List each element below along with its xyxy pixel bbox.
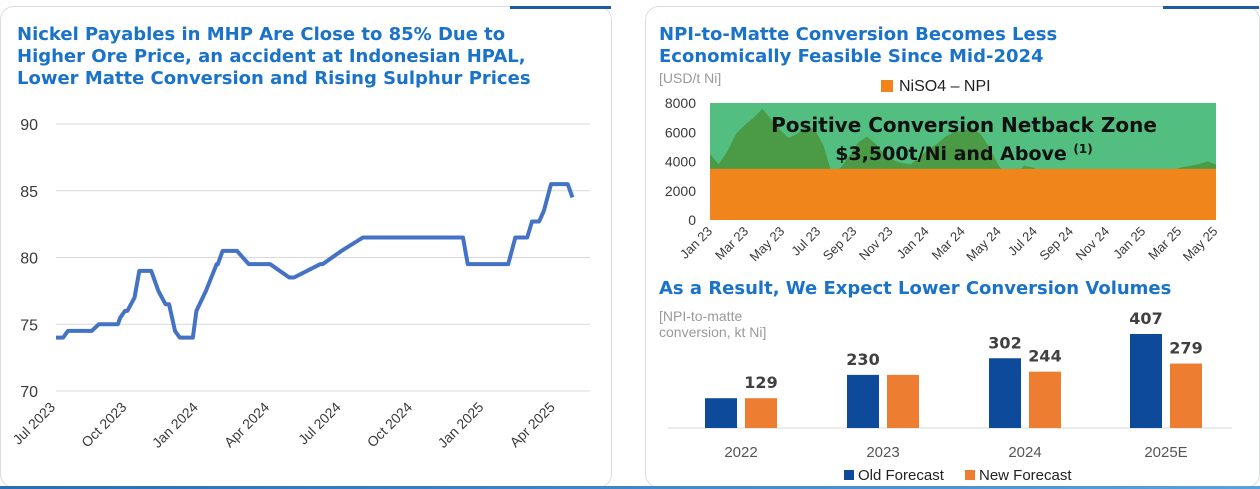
y-tick-label: 75 — [20, 317, 38, 334]
bar-old-forecast — [847, 374, 879, 428]
bar-old-forecast — [705, 398, 737, 428]
right-bottom-title-line: As a Result, We Expect Lower Conversion … — [659, 278, 1172, 299]
npi-base-area — [710, 168, 1216, 220]
footnote-marker: (1) — [1073, 142, 1092, 156]
bar-value-label: 129 — [744, 373, 777, 392]
right-bottom-unit-label: [NPI-to-matte conversion, kt Ni] — [659, 308, 766, 340]
y-tick-label: 2000 — [665, 183, 696, 199]
netback-zone-threshold: $3,500t/Ni and Above (1) — [835, 142, 1093, 165]
nickel-payables-series-line — [56, 182, 575, 340]
y-tick-label: 85 — [20, 184, 38, 201]
unit-label-line: [NPI-to-matte — [659, 308, 743, 324]
bar-new-forecast — [1170, 363, 1202, 428]
y-tick-label: 80 — [20, 251, 38, 268]
bottom-rule — [0, 486, 1260, 489]
y-tick-label: 8000 — [665, 95, 696, 111]
left-accent-bar — [510, 6, 611, 9]
bar-new-forecast — [887, 374, 919, 428]
x-category-label: 2023 — [866, 444, 899, 461]
legend-swatch — [844, 470, 854, 480]
legend-label: New Forecast — [979, 467, 1072, 484]
legend-swatch — [965, 470, 975, 480]
bar-value-label: 302 — [988, 333, 1021, 352]
legend-label: NiSO4 – NPI — [899, 78, 991, 95]
right-accent-bar — [1163, 6, 1259, 9]
y-tick-label: 0 — [688, 212, 696, 228]
left-chart-title: Nickel Payables in MHP Are Close to 85% … — [17, 24, 531, 90]
left-title-line: Higher Ore Price, an accident at Indones… — [17, 46, 526, 67]
left-title-line: Nickel Payables in MHP Are Close to 85% … — [17, 24, 506, 45]
y-tick-label: 70 — [20, 384, 38, 401]
bar-value-label: 407 — [1129, 309, 1162, 328]
right-bottom-chart-title: As a Result, We Expect Lower Conversion … — [659, 278, 1171, 300]
right-top-chart-title: NPI-to-Matte Conversion Becomes Less Eco… — [659, 24, 1057, 68]
bar-new-forecast — [745, 398, 777, 428]
threshold-text: $3,500t/Ni and Above — [835, 143, 1073, 165]
unit-label-line: conversion, kt Ni] — [659, 324, 767, 340]
bar-value-label: 230 — [846, 350, 879, 369]
x-category-label: 2025E — [1144, 444, 1187, 461]
right-top-title-line: NPI-to-Matte Conversion Becomes Less — [659, 24, 1058, 45]
legend-label: Old Forecast — [858, 467, 945, 484]
y-tick-label: 4000 — [665, 154, 696, 170]
bar-old-forecast — [1130, 334, 1162, 428]
left-panel — [0, 6, 612, 488]
bar-value-label: 279 — [1169, 339, 1202, 358]
right-top-unit-label: [USD/t Ni] — [659, 70, 722, 86]
legend-swatch — [881, 80, 893, 92]
y-tick-label: 6000 — [665, 124, 696, 140]
right-top-title-line: Economically Feasible Since Mid-2024 — [659, 46, 1044, 67]
bar-value-label: 244 — [1028, 347, 1061, 366]
netback-zone-title: Positive Conversion Netback Zone — [771, 113, 1157, 137]
bar-new-forecast — [1029, 371, 1061, 428]
bar-old-forecast — [989, 358, 1021, 428]
y-tick-label: 90 — [20, 117, 38, 134]
left-title-line: Lower Matte Conversion and Rising Sulphu… — [17, 68, 531, 89]
x-category-label: 2024 — [1008, 444, 1041, 461]
x-category-label: 2022 — [724, 444, 757, 461]
